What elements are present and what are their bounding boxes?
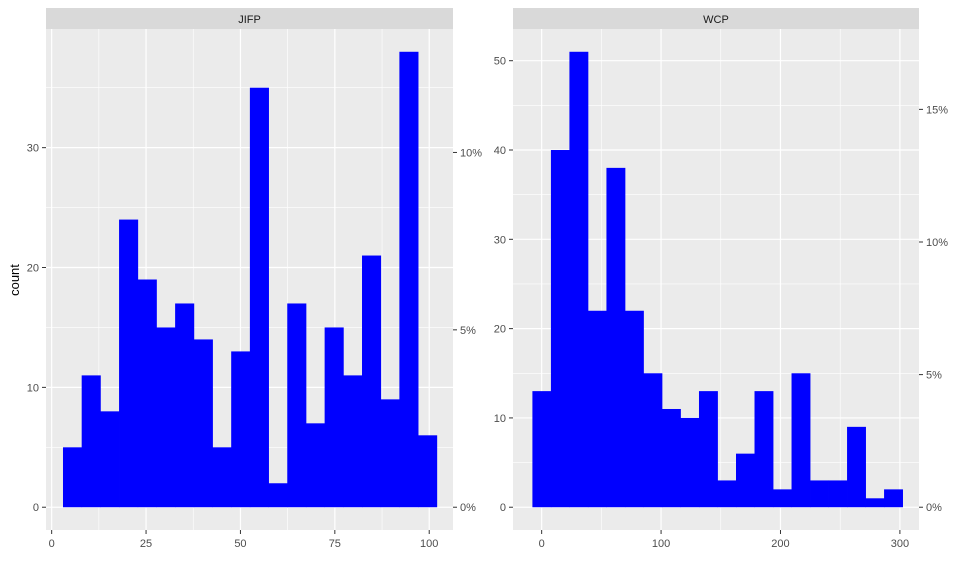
histogram-bar <box>717 480 737 508</box>
facet-strip <box>513 8 919 29</box>
facet-strip <box>46 8 453 29</box>
secondary-tick-label: 5% <box>926 370 942 382</box>
histogram-bar <box>324 327 344 508</box>
histogram-bar <box>212 447 232 508</box>
secondary-tick-label: 0% <box>926 502 942 514</box>
histogram-bar <box>418 435 438 508</box>
histogram-bar <box>380 399 400 508</box>
y-tick-label: 40 <box>494 145 506 157</box>
facet-strip-label: JIFP <box>238 14 261 26</box>
histogram-bar <box>550 150 570 508</box>
facet-panel-wcp: WCP 0 100 200 300 0 10 20 30 40 50 0% 5% 10% 15% <box>494 8 948 550</box>
histogram-bar <box>865 498 885 508</box>
y-axis-title: count <box>7 264 22 296</box>
secondary-tick-label: 10% <box>926 237 948 249</box>
y-tick-label: 0 <box>33 502 39 514</box>
histogram-bar <box>736 453 755 508</box>
histogram-bar <box>810 480 829 508</box>
secondary-tick-label: 10% <box>460 147 482 159</box>
histogram-bar <box>399 51 419 508</box>
histogram-bar <box>249 87 269 508</box>
secondary-tick-label: 0% <box>460 502 476 514</box>
histogram-bar <box>137 279 157 508</box>
histogram-bar <box>231 351 251 508</box>
histogram-bar <box>343 375 363 508</box>
y-tick-label: 10 <box>494 413 506 425</box>
y-tick-label: 20 <box>494 324 506 336</box>
histogram-bar <box>680 417 700 508</box>
x-tick-label: 25 <box>140 538 152 550</box>
histogram-bar <box>287 303 307 508</box>
histogram-bar <box>606 167 626 508</box>
histogram-bar <box>268 483 288 508</box>
histogram-bar <box>884 489 903 508</box>
y-tick-label: 50 <box>494 56 506 68</box>
histogram-bar <box>587 310 607 508</box>
x-tick-label: 75 <box>329 538 341 550</box>
x-tick-label: 0 <box>49 538 55 550</box>
y-tick-label: 0 <box>500 502 506 514</box>
y-tick-label: 30 <box>27 143 39 155</box>
x-tick-label: 100 <box>652 538 670 550</box>
histogram-bar <box>791 373 811 508</box>
secondary-tick-label: 15% <box>926 104 948 116</box>
histogram-bar <box>119 219 139 508</box>
histogram-bar <box>62 447 83 508</box>
histogram-bar <box>100 411 120 508</box>
x-tick-label: 100 <box>420 538 438 550</box>
histogram-bar <box>698 391 718 508</box>
y-tick-label: 30 <box>494 234 506 246</box>
histogram-bar <box>532 391 552 508</box>
x-tick-label: 0 <box>539 538 545 550</box>
histogram-bar <box>81 375 101 508</box>
histogram-bar <box>156 327 176 508</box>
histogram-bar <box>569 51 589 508</box>
histogram-bar <box>624 310 644 508</box>
secondary-tick-label: 5% <box>460 325 476 337</box>
x-tick-label: 50 <box>234 538 246 550</box>
facet-panel-jifp: JIFP 0 25 50 75 100 0 10 20 30 0% 5% 10% <box>27 8 482 550</box>
histogram-bar <box>643 373 663 508</box>
histogram-bar <box>661 408 681 508</box>
histogram-bar <box>362 255 382 508</box>
histogram-bar <box>754 391 774 508</box>
histogram-bar <box>305 423 326 508</box>
histogram-bar <box>175 303 195 508</box>
y-tick-label: 10 <box>27 382 39 394</box>
histogram-bar <box>847 426 866 508</box>
y-tick-label: 20 <box>27 263 39 275</box>
x-tick-label: 300 <box>891 538 909 550</box>
histogram-bar <box>193 339 213 508</box>
facet-strip-label: WCP <box>703 14 729 26</box>
x-tick-label: 200 <box>771 538 789 550</box>
histogram-bar <box>828 480 848 508</box>
histogram-bar <box>773 489 792 508</box>
